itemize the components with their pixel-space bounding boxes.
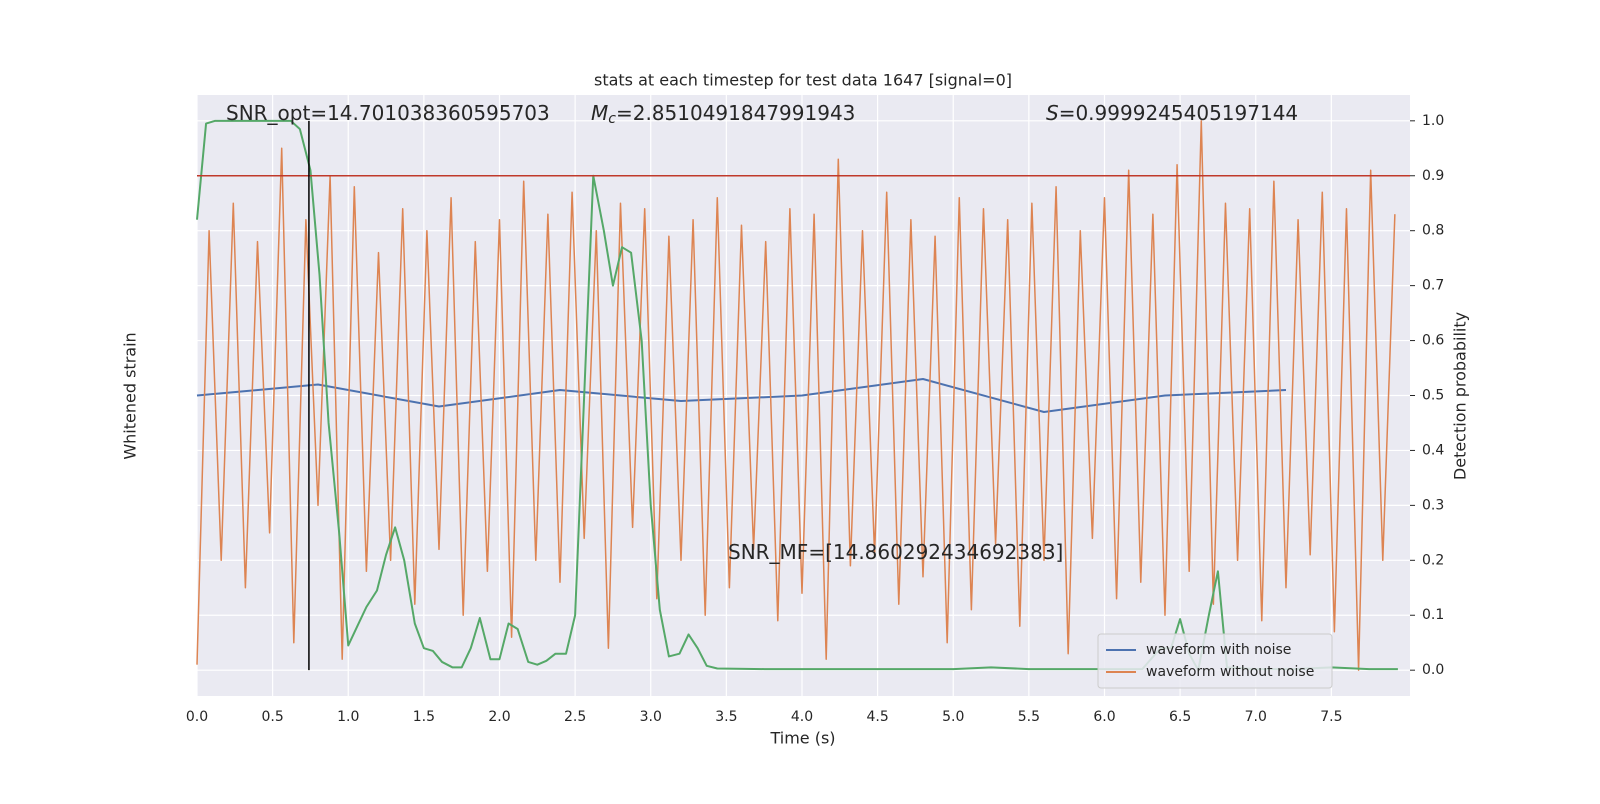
y2-tick-label: 1.0	[1422, 113, 1444, 129]
annotation: Mc=2.8510491847991943	[591, 101, 855, 128]
x-tick-label: 7.5	[1320, 709, 1342, 725]
x-tick-label: 0.5	[261, 709, 283, 725]
annotation-text: SNR_opt=14.701038360595703	[226, 101, 550, 125]
y2-tick-label: 0.0	[1422, 662, 1444, 678]
legend-label: waveform without noise	[1146, 664, 1314, 680]
series-line	[196, 120, 1396, 671]
chart-title: stats at each timestep for test data 164…	[594, 71, 1012, 90]
y2-tick-label: 0.1	[1422, 607, 1444, 623]
x-tick-label: 2.5	[564, 709, 586, 725]
x-tick-label: 0.0	[186, 709, 208, 725]
y2-tick-label: 0.7	[1422, 278, 1444, 294]
y2-tick-label: 0.5	[1422, 388, 1444, 404]
annotation-subscript: c	[608, 111, 616, 127]
x-axis-label: Time (s)	[769, 729, 835, 748]
annotation-text: =0.9999245405197144	[1059, 101, 1298, 125]
y2-tick-label: 0.2	[1422, 552, 1444, 568]
annotation: S=0.9999245405197144	[1046, 101, 1298, 125]
annotation: SNR_opt=14.701038360595703	[226, 101, 550, 125]
annotation-text: =2.8510491847991943	[616, 101, 855, 125]
x-tick-label: 7.0	[1245, 709, 1267, 725]
x-tick-label: 5.0	[942, 709, 964, 725]
annotation: SNR_MF=[14.860292434692383]	[728, 540, 1063, 564]
y2-tick-label: 0.3	[1422, 497, 1444, 513]
annotation-text: SNR_MF=[14.860292434692383]	[728, 540, 1063, 564]
y2-axis-label: Detection probability	[1451, 312, 1470, 480]
x-tick-label: 3.0	[640, 709, 662, 725]
annotation-symbol: S	[1046, 101, 1059, 125]
legend-label: waveform with noise	[1146, 642, 1291, 658]
x-tick-label: 6.5	[1169, 709, 1191, 725]
legend-box	[1097, 633, 1333, 689]
annotation-symbol: M	[591, 101, 608, 125]
y2-tick-label: 0.9	[1422, 168, 1444, 184]
x-tick-label: 2.0	[488, 709, 510, 725]
y2-tick-label: 0.6	[1422, 333, 1444, 349]
y-axis-label: Whitened strain	[121, 332, 140, 459]
x-tick-label: 6.0	[1093, 709, 1115, 725]
x-tick-label: 3.5	[715, 709, 737, 725]
x-tick-label: 1.0	[337, 709, 359, 725]
y2-tick-label: 0.4	[1422, 442, 1444, 458]
y2-tick-label: 0.8	[1422, 223, 1444, 239]
series-line	[196, 378, 1287, 413]
x-tick-label: 5.5	[1018, 709, 1040, 725]
x-tick-label: 1.5	[413, 709, 435, 725]
x-tick-label: 4.0	[791, 709, 813, 725]
x-tick-label: 4.5	[866, 709, 888, 725]
